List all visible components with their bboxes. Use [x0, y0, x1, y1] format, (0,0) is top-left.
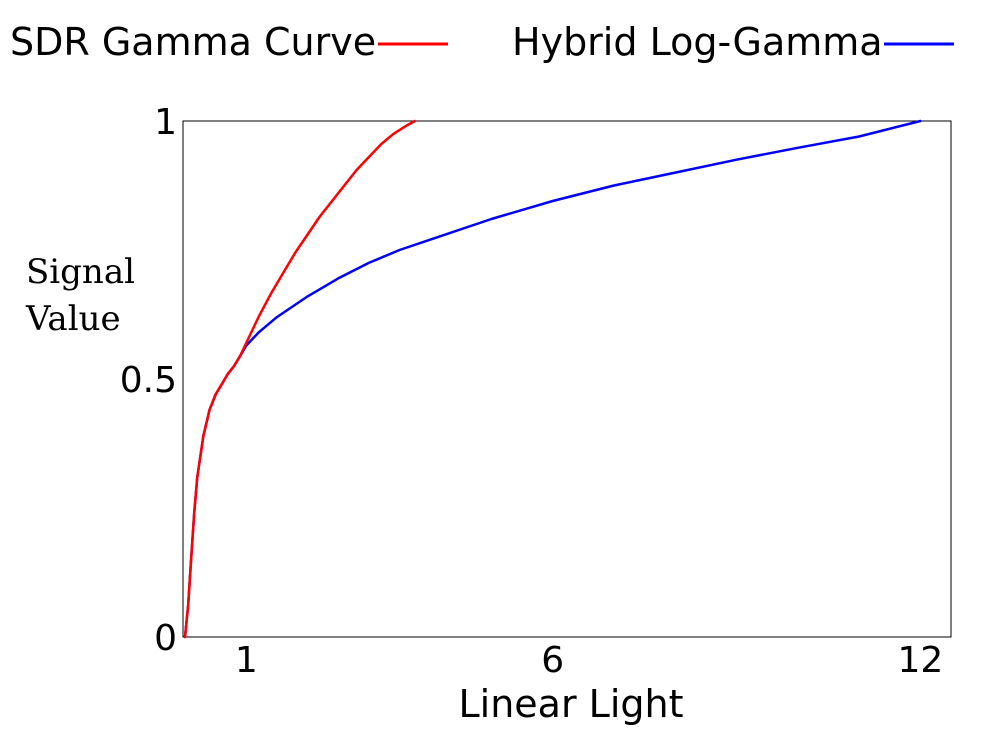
y-tick-label: 1	[154, 102, 177, 143]
legend: SDR Gamma Curve Hybrid Log-Gamma	[10, 20, 954, 64]
tick-labels: 1 6 12 0 0.5 1	[120, 102, 944, 681]
y-tick-label: 0	[154, 618, 177, 659]
legend-label-hlg: Hybrid Log-Gamma	[512, 20, 883, 64]
series-line-sdr	[183, 119, 417, 639]
legend-label-sdr: SDR Gamma Curve	[10, 20, 376, 64]
y-axis-title-line-1: Signal	[26, 252, 135, 292]
x-tick-label: 1	[235, 640, 258, 681]
series-lines	[183, 119, 922, 639]
y-tick-label: 0.5	[120, 360, 177, 401]
plot-frame	[182, 120, 952, 638]
x-tick-label: 12	[897, 640, 943, 681]
x-tick-label: 6	[541, 640, 564, 681]
series-line-hlg	[183, 119, 922, 639]
y-axis-title-line-2: Value	[25, 299, 121, 339]
x-axis-title: Linear Light	[458, 682, 683, 726]
